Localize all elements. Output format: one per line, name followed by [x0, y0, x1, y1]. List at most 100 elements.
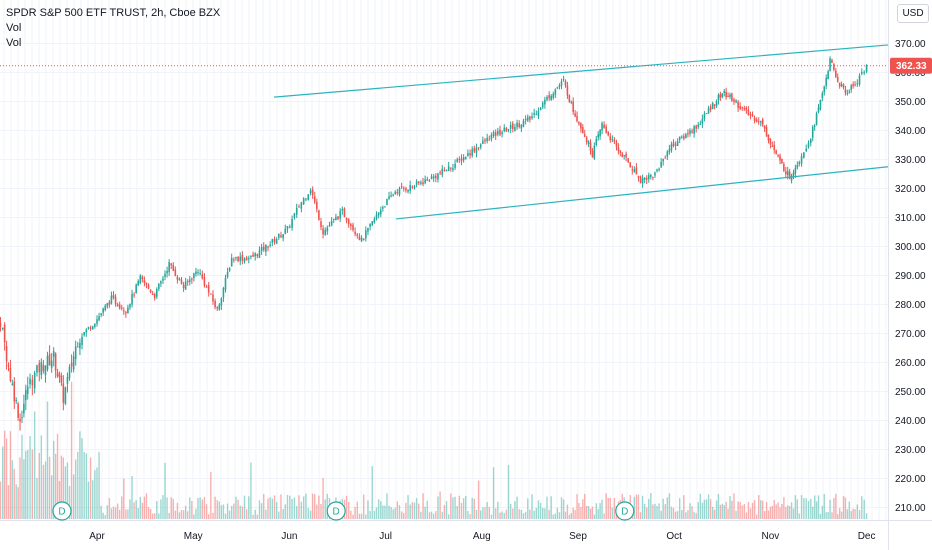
- volume-bar: [713, 509, 716, 519]
- candle-body: [58, 374, 61, 377]
- volume-bar: [267, 498, 269, 519]
- candle-body: [271, 239, 274, 243]
- volume-bar: [676, 510, 679, 519]
- dividend-marker: [615, 501, 635, 521]
- volume-bar: [821, 505, 824, 519]
- candle-body: [479, 144, 482, 148]
- volume-bar: [380, 501, 382, 519]
- volume-bar: [863, 499, 865, 519]
- volume-bar: [241, 506, 244, 519]
- candle-body: [709, 106, 712, 110]
- candle-body: [174, 269, 177, 277]
- volume-bar: [605, 493, 607, 519]
- candle-body: [224, 277, 227, 290]
- candle-body: [347, 219, 350, 225]
- volume-bar: [516, 496, 518, 519]
- candle-body: [76, 346, 79, 348]
- volume-bar: [514, 501, 516, 519]
- volume-bar: [326, 493, 329, 519]
- dividend-marker: [326, 501, 346, 521]
- volume-bar: [258, 500, 261, 519]
- volume-bar: [74, 459, 77, 519]
- volume-bar: [693, 512, 695, 519]
- candle-body: [741, 107, 744, 109]
- volume-bar: [733, 493, 735, 519]
- volume-bar: [273, 495, 276, 519]
- candle-body: [396, 191, 399, 194]
- candle-body: [749, 114, 752, 116]
- volume-bar: [56, 433, 59, 519]
- volume-bar: [731, 500, 733, 519]
- candle-body: [164, 273, 166, 278]
- candle-body: [556, 87, 559, 89]
- candle-body: [548, 95, 550, 99]
- candle-body: [222, 288, 225, 298]
- volume-bar: [17, 487, 19, 519]
- volume-bar: [147, 507, 150, 519]
- volume-bar: [42, 464, 45, 519]
- volume-bar: [296, 506, 298, 519]
- volume-bar: [184, 505, 187, 519]
- volume-bar: [233, 503, 235, 519]
- candle-body: [537, 110, 540, 116]
- candle-body: [633, 169, 636, 173]
- candle-body: [162, 278, 164, 281]
- candle-body: [568, 95, 571, 102]
- volume-bar: [672, 507, 675, 519]
- volume-bar: [197, 498, 199, 519]
- candle-body: [792, 172, 795, 176]
- volume-bar: [193, 514, 195, 519]
- candle-body: [807, 142, 810, 148]
- candle-body: [858, 75, 861, 85]
- candle-body: [300, 202, 303, 209]
- candle-body: [417, 181, 420, 184]
- candle-body: [50, 360, 53, 368]
- candle-body: [689, 130, 691, 134]
- candle-body: [356, 234, 359, 236]
- candle-body: [252, 254, 254, 257]
- volume-bar: [375, 507, 378, 519]
- candle-body: [415, 181, 418, 185]
- candle-body: [450, 167, 452, 169]
- volume-bar: [779, 507, 781, 519]
- candle-body: [497, 131, 499, 135]
- candle-body: [580, 122, 582, 129]
- volume-bar: [228, 510, 231, 519]
- candle-body: [31, 379, 34, 386]
- volume-bar: [441, 511, 443, 519]
- volume-bar: [112, 506, 115, 519]
- volume-bar: [460, 502, 463, 519]
- candle-body: [848, 91, 851, 93]
- candle-body: [435, 175, 437, 179]
- volume-bar: [861, 496, 863, 519]
- candle-body: [854, 84, 856, 86]
- candle-body: [691, 130, 693, 133]
- volume-bar: [522, 513, 525, 519]
- volume-bar: [250, 462, 252, 519]
- volume-bar: [781, 503, 783, 519]
- volume-bar: [170, 497, 172, 519]
- candle-body: [625, 153, 627, 158]
- volume-bar: [819, 513, 822, 519]
- candle-body: [621, 153, 624, 158]
- candle-body: [701, 118, 704, 124]
- volume-bar: [447, 514, 450, 519]
- volume-bar: [68, 485, 71, 519]
- volume-bar: [725, 501, 727, 519]
- candle-body: [729, 94, 731, 97]
- volume-bar: [678, 498, 681, 519]
- volume-bar: [256, 514, 259, 519]
- candle-body: [725, 91, 727, 98]
- currency-button[interactable]: USD: [897, 4, 929, 23]
- candle-body: [25, 390, 27, 401]
- x-tick-label: Dec: [858, 531, 876, 542]
- volume-bar: [413, 502, 416, 519]
- candle-body: [507, 129, 510, 131]
- candle-body: [68, 366, 71, 379]
- candle-body: [145, 282, 148, 285]
- volume-bar: [762, 500, 764, 519]
- candle-body: [269, 244, 271, 247]
- candle-body: [379, 210, 382, 215]
- candle-body: [687, 132, 689, 135]
